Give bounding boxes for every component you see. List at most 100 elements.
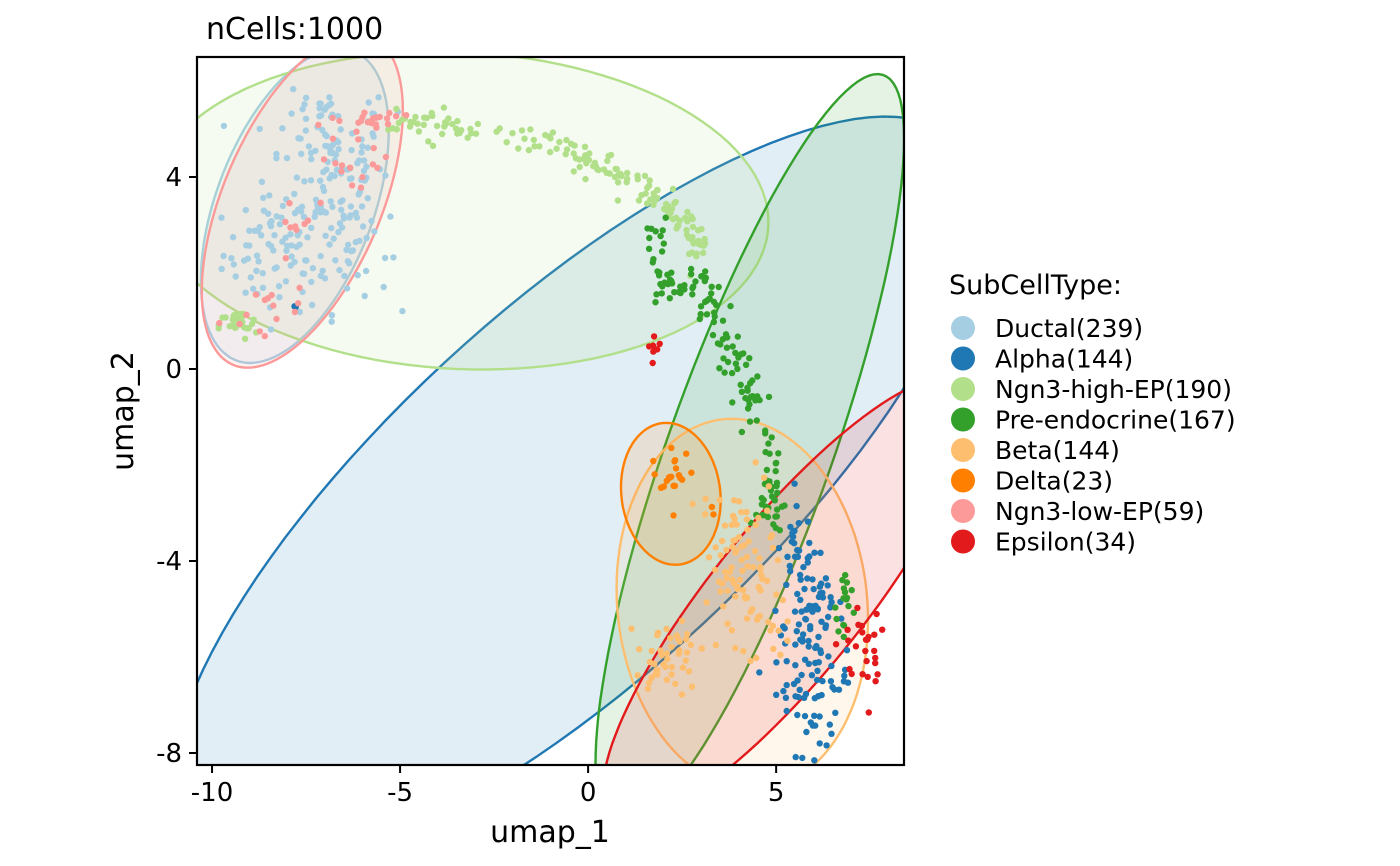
point-alpha: [801, 712, 809, 720]
point-pre-endocrine: [740, 350, 747, 357]
point-pre-endocrine: [703, 297, 711, 304]
point-beta: [728, 564, 735, 571]
point-pre-endocrine: [697, 310, 704, 318]
point-pre-endocrine: [645, 245, 653, 252]
point-alpha: [817, 549, 824, 556]
point-pre-endocrine: [719, 317, 727, 324]
legend-key: [951, 468, 975, 493]
point-alpha: [775, 544, 783, 552]
point-ductal: [260, 194, 267, 201]
point-ngn3-high-ep: [576, 156, 583, 163]
point-ductal: [265, 240, 272, 248]
point-ngn3-low-ep: [386, 109, 393, 117]
point-beta: [682, 657, 689, 664]
point-ductal: [355, 191, 362, 198]
point-ngn3-high-ep: [421, 114, 428, 121]
point-ngn3-low-ep: [256, 328, 263, 335]
point-alpha: [809, 608, 816, 615]
point-epsilon: [863, 657, 870, 665]
point-beta: [752, 459, 759, 466]
point-alpha: [805, 637, 812, 645]
point-epsilon: [879, 626, 886, 633]
x-tick-label: 0: [580, 778, 597, 808]
point-pre-endocrine: [744, 384, 751, 391]
point-ngn3-high-ep: [695, 239, 702, 246]
point-ngn3-low-ep: [346, 164, 354, 171]
point-pre-endocrine: [657, 232, 664, 240]
point-ductal: [308, 224, 315, 232]
point-ductal: [254, 227, 262, 235]
point-ngn3-high-ep: [433, 122, 441, 130]
point-ductal: [329, 141, 336, 149]
point-beta: [774, 556, 782, 564]
point-alpha: [780, 623, 787, 630]
point-pre-endocrine: [729, 399, 736, 406]
point-ductal: [307, 149, 315, 156]
legend-label: Ngn3-low-EP(59): [995, 497, 1204, 526]
point-alpha: [815, 659, 822, 666]
point-ngn3-high-ep: [698, 225, 705, 233]
point-ductal: [258, 178, 266, 185]
point-ductal: [380, 283, 387, 291]
point-beta: [675, 635, 682, 643]
point-alpha: [784, 553, 791, 560]
point-pre-endocrine: [753, 417, 760, 424]
point-ngn3-low-ep: [374, 164, 381, 171]
point-beta: [765, 618, 772, 626]
point-ngn3-low-ep: [384, 120, 392, 128]
point-alpha: [791, 553, 799, 560]
point-alpha: [792, 753, 799, 761]
point-ngn3-low-ep: [357, 184, 365, 191]
point-pre-endocrine: [723, 344, 731, 351]
point-alpha: [773, 691, 780, 698]
point-ductal: [358, 149, 365, 156]
point-alpha: [810, 585, 817, 593]
point-ngn3-low-ep: [270, 302, 277, 309]
point-ductal: [309, 265, 317, 272]
point-ngn3-low-ep: [243, 311, 250, 318]
point-ngn3-low-ep: [376, 113, 383, 121]
point-ductal: [302, 127, 309, 134]
point-delta: [660, 483, 668, 490]
point-pre-endocrine: [720, 355, 727, 362]
point-ductal: [328, 312, 336, 319]
point-alpha: [783, 581, 790, 588]
point-ngn3-high-ep: [467, 125, 474, 133]
point-alpha: [813, 676, 821, 684]
point-ngn3-high-ep: [412, 113, 419, 121]
point-pre-endocrine: [662, 214, 669, 221]
point-beta: [738, 556, 745, 564]
point-ductal: [301, 101, 308, 108]
point-ngn3-low-ep: [286, 200, 293, 207]
point-ngn3-high-ep: [503, 139, 510, 146]
point-ductal: [283, 154, 291, 162]
point-ngn3-high-ep: [525, 146, 533, 154]
point-ductal: [362, 267, 370, 275]
point-ductal: [305, 143, 313, 150]
point-pre-endocrine: [842, 571, 849, 579]
legend-label: Ductal(239): [995, 314, 1143, 343]
point-ductal: [291, 210, 299, 217]
point-alpha: [797, 596, 804, 604]
point-alpha: [813, 642, 820, 650]
x-tick-label: 5: [768, 778, 785, 808]
point-delta: [672, 465, 680, 472]
point-pre-endocrine: [735, 354, 742, 361]
point-beta: [718, 537, 726, 545]
point-ductal: [328, 318, 335, 325]
legend-title: SubCellType:: [949, 270, 1122, 301]
point-ductal: [347, 203, 355, 210]
y-tick-label: 4: [165, 163, 182, 193]
point-pre-endocrine: [773, 513, 781, 520]
point-alpha: [822, 624, 829, 631]
point-ngn3-low-ep: [320, 156, 328, 163]
point-pre-endocrine: [708, 283, 715, 290]
legend-label: Delta(23): [995, 467, 1113, 496]
point-ductal: [276, 294, 283, 301]
point-ductal: [293, 174, 301, 181]
legend-label: Beta(144): [995, 436, 1120, 465]
point-ngn3-high-ep: [693, 253, 700, 260]
point-beta: [779, 596, 786, 604]
point-ngn3-high-ep: [562, 151, 569, 158]
point-beta: [679, 664, 687, 671]
